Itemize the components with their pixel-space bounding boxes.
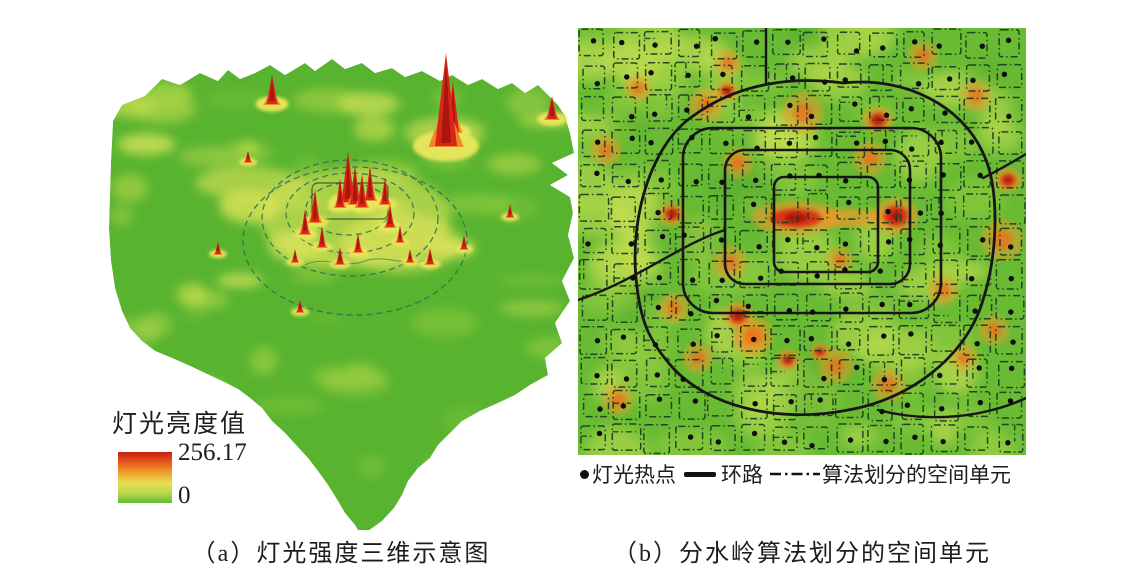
colorbar-gradient xyxy=(118,452,172,503)
spatial-units-map-panel xyxy=(578,28,1026,455)
colorbar-max-label: 256.17 xyxy=(178,439,247,466)
map-legend: 灯光热点 环路 算法划分的空间单元 xyxy=(580,458,1032,490)
ring-road-line-icon xyxy=(684,471,716,477)
hotspot-dot-icon xyxy=(580,469,589,479)
unit-boundary-line-icon xyxy=(770,472,820,476)
legend-label-ring-road: 环路 xyxy=(721,463,763,487)
legend-label-spatial-unit: 算法划分的空间单元 xyxy=(822,463,1011,487)
light-intensity-3d-panel xyxy=(109,53,574,530)
caption-panel-a: （a）灯光强度三维示意图 xyxy=(191,541,491,567)
colorbar-min-label: 0 xyxy=(178,482,191,509)
caption-panel-b: （b）分水岭算法划分的空间单元 xyxy=(613,541,991,567)
legend-label-hotspot: 灯光热点 xyxy=(592,463,676,487)
colorbar-title: 灯光亮度值 xyxy=(112,411,248,438)
